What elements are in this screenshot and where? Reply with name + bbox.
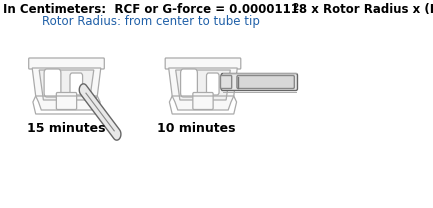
Text: 15 minutes: 15 minutes (27, 122, 106, 135)
Polygon shape (176, 70, 230, 100)
FancyBboxPatch shape (207, 73, 219, 95)
FancyBboxPatch shape (193, 93, 213, 109)
FancyBboxPatch shape (56, 93, 77, 109)
Polygon shape (79, 84, 121, 140)
Text: 10 minutes: 10 minutes (157, 122, 235, 135)
FancyBboxPatch shape (181, 69, 197, 97)
FancyBboxPatch shape (221, 73, 297, 90)
FancyBboxPatch shape (29, 58, 104, 69)
Polygon shape (39, 70, 94, 100)
Text: 2: 2 (293, 3, 299, 12)
FancyBboxPatch shape (237, 76, 294, 88)
Polygon shape (32, 68, 101, 110)
Text: Rotor Radius: from center to tube tip: Rotor Radius: from center to tube tip (42, 15, 260, 28)
FancyBboxPatch shape (44, 69, 61, 97)
Text: In Centimeters:  RCF or G-force = 0.00001118 x Rotor Radius x (RPM): In Centimeters: RCF or G-force = 0.00001… (3, 3, 433, 16)
Polygon shape (169, 68, 237, 110)
FancyBboxPatch shape (70, 73, 83, 95)
FancyBboxPatch shape (220, 76, 232, 88)
FancyBboxPatch shape (165, 58, 241, 69)
